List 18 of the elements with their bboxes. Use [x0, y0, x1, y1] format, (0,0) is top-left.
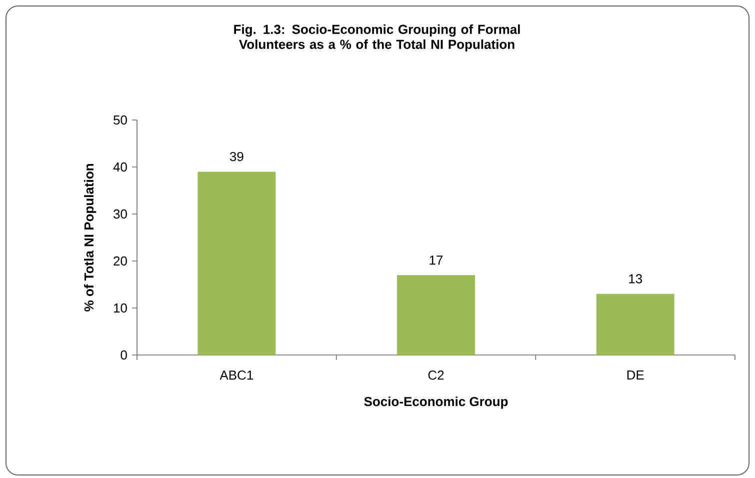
y-tick-label: 40 [113, 162, 127, 172]
y-tick-label: 20 [114, 256, 127, 266]
x-tick-label: DE [627, 370, 644, 380]
data-label: 39 [230, 152, 244, 162]
x-tick-label: ABC1 [220, 370, 254, 380]
y-tick-label: 50 [114, 115, 127, 125]
chart-title: Fig. 1.3: Socio-Economic Grouping of Formal Volunteers as a % of the Total NI Population [234, 24, 520, 52]
data-label: 13 [629, 274, 642, 284]
bar [596, 294, 674, 355]
bar [397, 275, 476, 355]
bar [198, 172, 276, 355]
y-tick-label: 30 [114, 209, 127, 219]
y-axis-title: % of Totla NI Population [84, 164, 96, 312]
data-label: 17 [430, 256, 443, 265]
x-tick-label: C2 [428, 370, 444, 380]
y-tick-label: 10 [114, 303, 127, 313]
x-axis-title: Socio-Economic Group [364, 396, 508, 409]
y-tick-label: 0 [120, 350, 127, 360]
